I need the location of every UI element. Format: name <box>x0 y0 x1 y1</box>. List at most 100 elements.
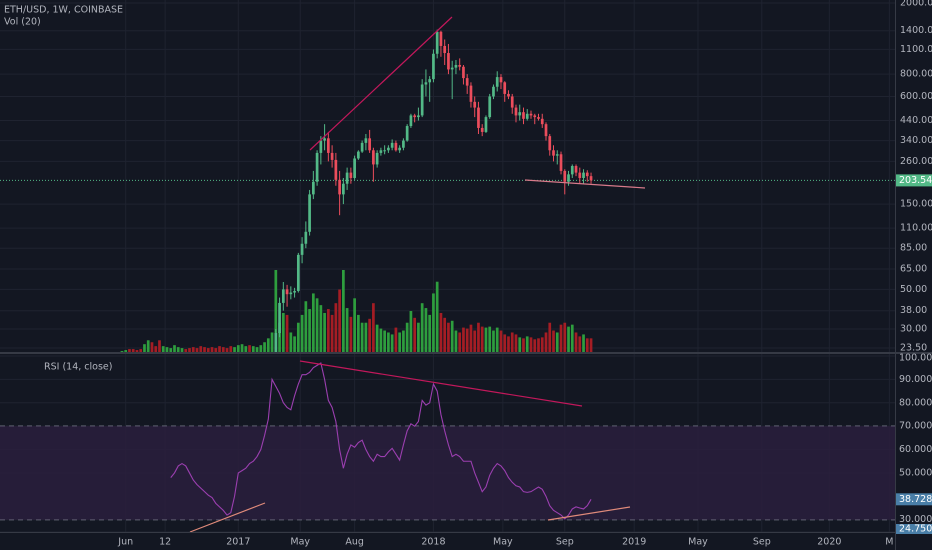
volume-bar <box>514 334 518 352</box>
candle-body <box>503 82 507 94</box>
candle-body <box>435 31 439 54</box>
candle-body <box>296 254 300 291</box>
volume-bar <box>499 330 503 352</box>
x-tick-label: Sep <box>753 537 771 548</box>
candle-body <box>293 290 296 293</box>
volume-bar <box>195 348 199 352</box>
x-tick-label: Jun <box>117 537 133 548</box>
candle-body <box>364 138 368 143</box>
candle-body <box>495 77 499 87</box>
candle-body <box>499 77 503 83</box>
volume-bar <box>191 347 195 352</box>
label-layer: 2000.00 1400.00 1100.00 800.00 600.00 440.00 3… <box>117 0 932 548</box>
volume-bar <box>300 314 304 352</box>
x-tick-label: May <box>493 537 513 548</box>
candle-body <box>480 127 484 132</box>
y-tick-label: 1100.00 <box>900 44 932 55</box>
volume-bar <box>559 324 563 352</box>
trend-line <box>309 16 453 151</box>
trend-line <box>547 506 631 521</box>
candle-body <box>574 166 578 173</box>
candle-body <box>357 151 360 159</box>
candle-body <box>578 172 582 178</box>
volume-bar <box>578 336 582 352</box>
x-tick-label: Aug <box>345 537 364 548</box>
candle-body <box>533 115 537 118</box>
volume-bar <box>439 312 443 352</box>
volume-bar <box>379 328 383 352</box>
volume-bar <box>266 338 270 352</box>
x-tick-label: 2018 <box>421 537 445 548</box>
volume-bar <box>589 338 593 352</box>
volume-bar <box>450 320 454 352</box>
candle-body <box>514 107 518 116</box>
rsi-tick-label: 30.0000 <box>899 514 932 525</box>
y-tick-label: 440.00 <box>900 115 932 126</box>
x-tick-label: 2020 <box>817 537 841 548</box>
volume-layer <box>120 270 593 352</box>
y-tick-label: 150.00 <box>900 199 932 210</box>
rsi-last-label: 38.7288 <box>899 494 932 505</box>
volume-bar <box>308 309 311 352</box>
volume-bar <box>488 326 492 352</box>
candle-body <box>582 172 585 178</box>
trend-line <box>299 360 583 407</box>
candle-body <box>390 142 394 148</box>
volume-bar <box>161 346 165 352</box>
volume-bar <box>555 332 559 352</box>
volume-bar <box>199 346 203 352</box>
y-tick-label: 110.00 <box>900 223 932 234</box>
volume-bar <box>570 324 574 352</box>
volume-bar <box>184 349 188 352</box>
volume-bar <box>218 346 221 352</box>
candle-body <box>559 154 563 171</box>
candle-body <box>477 107 480 128</box>
volume-bar <box>120 351 124 352</box>
volume-bar <box>323 312 326 352</box>
candle-body <box>432 53 435 80</box>
volume-bar <box>372 303 375 352</box>
volume-bar <box>334 303 338 352</box>
y-tick-label: 65.00 <box>900 264 927 275</box>
candle-body <box>349 172 353 178</box>
candle-body <box>540 118 544 125</box>
rsi-label: RSI (14, close) <box>44 362 112 373</box>
volume-bar <box>585 338 589 352</box>
y-tick-label: 2000.00 <box>900 0 932 9</box>
volume-bar <box>124 350 128 352</box>
candle-body <box>439 31 443 46</box>
volume-bar <box>435 281 439 352</box>
volume-bar <box>345 308 349 352</box>
candle-body <box>469 85 473 102</box>
volume-bar <box>405 322 409 352</box>
candle-body <box>375 152 379 165</box>
candle-body <box>334 159 338 180</box>
volume-bar <box>447 322 450 352</box>
volume-bar <box>229 346 233 352</box>
volume-bar <box>574 332 578 352</box>
candle-body <box>544 124 548 137</box>
volume-bar <box>428 314 432 352</box>
candle-body <box>462 66 465 79</box>
candle-body <box>443 45 447 54</box>
candle-body <box>372 150 375 165</box>
candle-body <box>428 79 432 83</box>
volume-bar <box>552 330 555 352</box>
volume-bar <box>274 270 278 352</box>
rsi-tick-label: 60.0000 <box>899 444 932 455</box>
volume-bar <box>525 336 529 352</box>
candle-body <box>458 64 462 67</box>
volume-bar <box>143 344 146 352</box>
chart-title: ETH/USD, 1W, COINBASE <box>4 5 123 16</box>
candle-body <box>424 82 428 85</box>
volume-bar <box>165 347 169 352</box>
candle-body <box>304 231 308 244</box>
rsi-tick-label: 70.0000 <box>899 421 932 432</box>
volume-label: Vol (20) <box>4 17 41 28</box>
candle-body <box>447 53 450 70</box>
x-tick-label: 2017 <box>226 537 250 548</box>
y-tick-label: 50.00 <box>900 284 927 295</box>
volume-bar <box>180 348 184 352</box>
candle-body <box>405 126 409 141</box>
volume-bar <box>477 322 480 352</box>
